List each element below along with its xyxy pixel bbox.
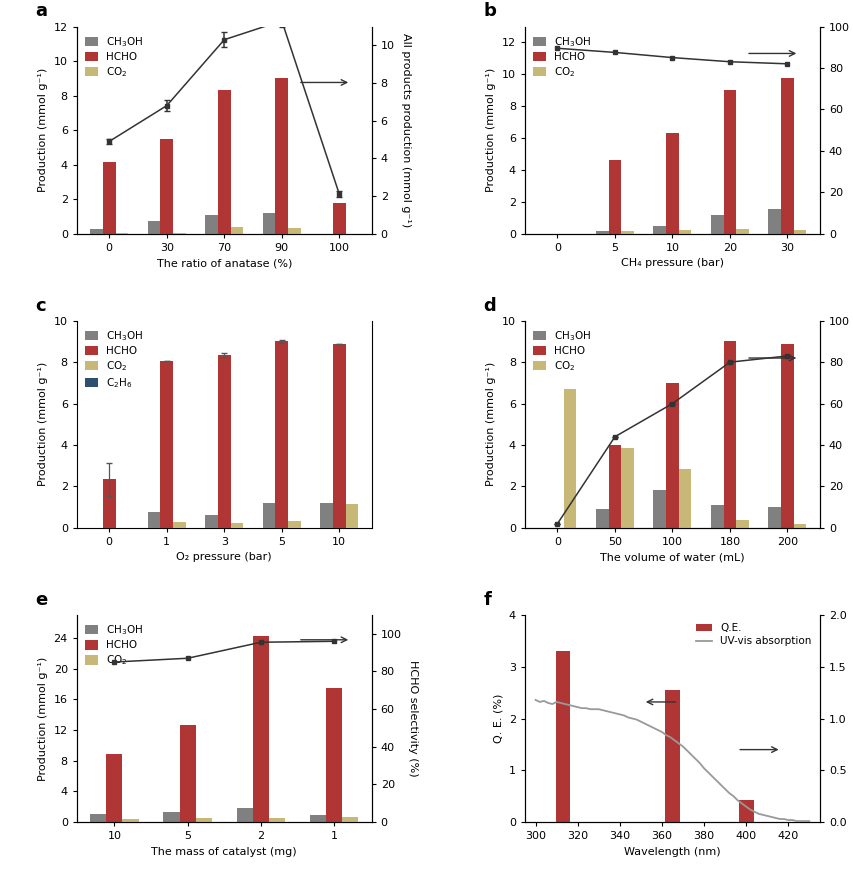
Bar — [711, 505, 722, 528]
X-axis label: Wavelength (nm): Wavelength (nm) — [624, 847, 720, 857]
Bar — [780, 78, 792, 233]
Text: d: d — [483, 296, 496, 315]
Bar — [195, 819, 212, 822]
Bar — [163, 812, 179, 822]
X-axis label: The ratio of anatase (%): The ratio of anatase (%) — [156, 258, 292, 268]
Y-axis label: Q. E. (%): Q. E. (%) — [493, 694, 502, 743]
Bar — [276, 79, 287, 233]
Bar — [333, 344, 345, 528]
Bar — [665, 133, 678, 233]
Bar — [320, 503, 333, 528]
Bar — [555, 652, 570, 822]
Bar — [738, 800, 752, 822]
Bar — [792, 523, 805, 528]
Bar — [179, 726, 195, 822]
Bar — [792, 230, 805, 233]
Y-axis label: Production (mmol g⁻¹): Production (mmol g⁻¹) — [38, 362, 49, 486]
Bar — [620, 231, 633, 233]
Bar — [653, 490, 665, 528]
Bar — [236, 808, 252, 822]
Y-axis label: Production (mmol g⁻¹): Production (mmol g⁻¹) — [486, 362, 496, 486]
Bar — [263, 503, 276, 528]
Bar — [342, 817, 358, 822]
Bar — [230, 227, 243, 233]
Bar — [252, 636, 269, 822]
Y-axis label: HCHO selectivity (%): HCHO selectivity (%) — [408, 660, 418, 777]
Bar — [345, 504, 358, 528]
Bar — [205, 515, 218, 528]
Legend: Q.E., UV-vis absorption: Q.E., UV-vis absorption — [693, 621, 814, 650]
X-axis label: The volume of water (mL): The volume of water (mL) — [600, 552, 744, 562]
X-axis label: CH₄ pressure (bar): CH₄ pressure (bar) — [620, 258, 723, 268]
X-axis label: The mass of catalyst (mg): The mass of catalyst (mg) — [151, 847, 297, 857]
Bar — [768, 209, 780, 233]
Bar — [595, 509, 608, 528]
Bar — [287, 228, 300, 233]
Text: f: f — [483, 591, 491, 609]
Bar — [230, 522, 243, 528]
Text: c: c — [36, 296, 46, 315]
Bar — [310, 815, 326, 822]
X-axis label: O₂ pressure (bar): O₂ pressure (bar) — [177, 552, 272, 562]
Bar — [218, 354, 230, 528]
Bar — [780, 344, 792, 528]
Bar — [287, 521, 300, 528]
Bar — [103, 162, 115, 233]
Bar — [620, 448, 633, 528]
Text: e: e — [36, 591, 48, 609]
Bar — [608, 445, 620, 528]
Bar — [711, 215, 722, 233]
Bar — [263, 213, 276, 233]
Bar — [333, 202, 345, 233]
Legend: CH$_3$OH, HCHO, CO$_2$, C$_2$H$_6$: CH$_3$OH, HCHO, CO$_2$, C$_2$H$_6$ — [82, 326, 146, 393]
Bar — [148, 221, 160, 233]
Legend: CH$_3$OH, HCHO, CO$_2$: CH$_3$OH, HCHO, CO$_2$ — [82, 32, 146, 82]
Bar — [563, 389, 576, 528]
Bar — [160, 362, 173, 528]
Bar — [664, 690, 679, 822]
Text: a: a — [36, 3, 48, 20]
Legend: CH$_3$OH, HCHO, CO$_2$: CH$_3$OH, HCHO, CO$_2$ — [530, 326, 594, 377]
Bar — [90, 229, 103, 233]
Bar — [173, 522, 185, 528]
Bar — [722, 341, 735, 528]
Bar — [735, 229, 748, 233]
Y-axis label: All products production (mmol g⁻¹): All products production (mmol g⁻¹) — [401, 33, 411, 227]
Y-axis label: Production (mmol g⁻¹): Production (mmol g⁻¹) — [38, 657, 48, 781]
Y-axis label: Production (mmol g⁻¹): Production (mmol g⁻¹) — [485, 68, 496, 192]
Bar — [595, 231, 608, 233]
Bar — [653, 225, 665, 233]
Bar — [276, 341, 287, 528]
Y-axis label: Production (mmol g⁻¹): Production (mmol g⁻¹) — [38, 68, 48, 192]
Bar — [735, 520, 748, 528]
Bar — [218, 90, 230, 233]
Bar — [269, 818, 285, 822]
Bar — [768, 507, 780, 528]
Bar — [678, 230, 691, 233]
Text: b: b — [483, 3, 496, 20]
Bar — [205, 215, 218, 233]
Bar — [122, 819, 138, 822]
Bar — [107, 754, 122, 822]
Bar — [90, 814, 107, 822]
Bar — [665, 383, 678, 528]
Bar — [608, 160, 620, 233]
Bar — [678, 469, 691, 528]
Legend: CH$_3$OH, HCHO, CO$_2$: CH$_3$OH, HCHO, CO$_2$ — [82, 621, 146, 670]
Legend: CH$_3$OH, HCHO, CO$_2$: CH$_3$OH, HCHO, CO$_2$ — [530, 32, 594, 82]
Bar — [722, 90, 735, 233]
Bar — [148, 513, 160, 528]
Bar — [326, 688, 342, 822]
Bar — [103, 479, 115, 528]
Bar — [160, 139, 173, 233]
